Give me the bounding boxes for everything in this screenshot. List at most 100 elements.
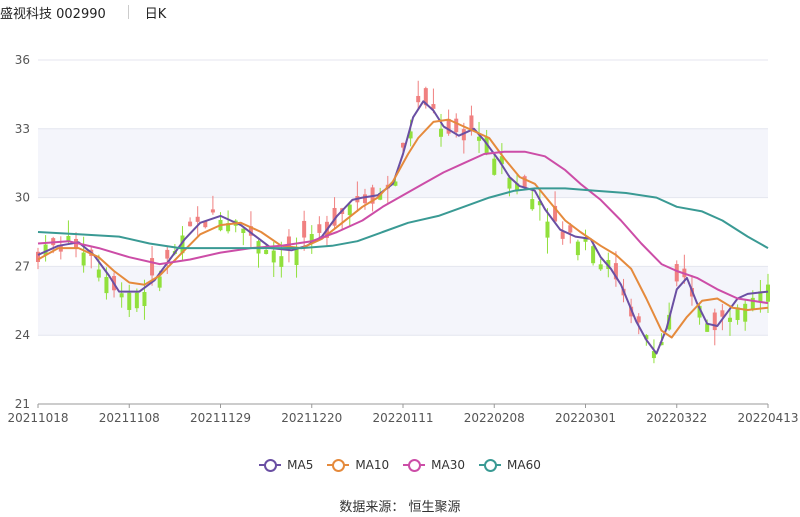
candle-body [302, 220, 307, 238]
candle-body [530, 199, 535, 210]
candle-body [674, 264, 679, 282]
x-tick-label: 20220322 [646, 411, 707, 425]
candle-body [492, 158, 497, 175]
candle-body [560, 231, 565, 239]
legend-label: MA5 [287, 458, 314, 472]
stock-title: 盛视科技 002990 [0, 6, 106, 22]
legend-label: MA60 [507, 458, 541, 472]
candle-body [309, 234, 314, 244]
candle-body [408, 131, 413, 139]
x-tick-label: 20211018 [7, 411, 68, 425]
period-label: 日K [144, 6, 167, 22]
candle-body [150, 258, 155, 276]
candle-body [96, 269, 101, 278]
candle-body [575, 241, 580, 256]
candle-body [735, 307, 740, 321]
candle-body [758, 291, 763, 302]
plot-bands [38, 128, 768, 336]
candle-body [43, 244, 48, 255]
candle-body [766, 284, 770, 302]
candle-body [522, 176, 527, 188]
legend-marker-icon [403, 458, 426, 472]
candle-body [720, 310, 725, 317]
candle-body [613, 263, 618, 280]
legend-label: MA30 [431, 458, 466, 472]
candle-body [446, 118, 451, 134]
legend-marker-icon [327, 458, 350, 472]
legend-item-ma60[interactable]: MA60 [479, 458, 541, 472]
candle-body [750, 297, 755, 310]
candle-body [347, 204, 352, 216]
x-tick-label: 20220208 [464, 411, 525, 425]
candle-body [651, 351, 656, 359]
legend-marker-icon [259, 458, 282, 472]
series-line-ma5 [37, 100, 769, 355]
y-tick-label: 21 [15, 397, 30, 411]
candle-body [591, 246, 596, 264]
candle-body [431, 104, 436, 109]
legend-item-ma30[interactable]: MA30 [403, 458, 465, 472]
candle-body [279, 256, 284, 267]
candle-body [165, 249, 170, 259]
y-tick-label: 27 [15, 259, 30, 273]
candle-body [104, 276, 109, 294]
y-tick-label: 33 [15, 122, 30, 136]
x-tick-label: 20220111 [372, 411, 433, 425]
candle-body [157, 276, 162, 288]
candle-body [439, 128, 444, 137]
candle-body [743, 303, 748, 322]
legend-marker-icon [479, 458, 502, 472]
header-divider [127, 5, 129, 19]
candle-body [461, 129, 466, 141]
y-tick-label: 24 [15, 328, 30, 342]
x-tick-label: 20220301 [555, 411, 616, 425]
candle-body [499, 156, 504, 165]
candle-body [553, 205, 558, 222]
legend-item-ma10[interactable]: MA10 [327, 458, 389, 472]
x-tick-label: 20220413 [737, 411, 798, 425]
candle-body [36, 251, 40, 262]
candle-body [545, 221, 550, 238]
chart-header: 盛视科技 002990 日K [0, 2, 166, 22]
candle-body [226, 223, 231, 232]
candle-body [264, 249, 269, 254]
candle-body [568, 225, 573, 233]
candle-body [271, 250, 276, 263]
candle-body [195, 216, 200, 222]
candle-body [644, 335, 649, 340]
candle-body [705, 323, 710, 332]
candle-body [469, 115, 474, 130]
candle-body [66, 235, 71, 242]
candle-body [332, 207, 337, 226]
series-line-ma10 [37, 118, 769, 339]
candle-body [712, 312, 717, 331]
candle-body [515, 183, 520, 191]
candle-body [507, 177, 512, 189]
candle-body [598, 264, 603, 270]
candle-body [241, 228, 246, 233]
candle-body [203, 220, 208, 228]
x-tick-label: 20211129 [190, 411, 251, 425]
candle-body [134, 292, 139, 309]
legend-item-ma5[interactable]: MA5 [259, 458, 313, 472]
candle-body [294, 248, 299, 266]
y-tick-label: 36 [15, 53, 30, 67]
candle-body [393, 181, 398, 186]
candle-body [362, 194, 367, 204]
candle-body [180, 235, 185, 254]
candle-body [378, 193, 383, 200]
grid-lines [38, 59, 768, 405]
series-line-ma30 [37, 150, 769, 305]
candle-body [537, 201, 542, 206]
candle-body [81, 252, 86, 266]
y-tick-label: 30 [15, 191, 30, 205]
data-source: 数据来源： 恒生聚源 [339, 500, 461, 515]
candle-body [423, 88, 428, 106]
candle-body [317, 224, 322, 233]
candle-body [127, 292, 132, 310]
candle-body [248, 226, 253, 236]
candle-body [142, 292, 147, 307]
candle-body [188, 221, 193, 227]
candle-body [119, 293, 124, 298]
